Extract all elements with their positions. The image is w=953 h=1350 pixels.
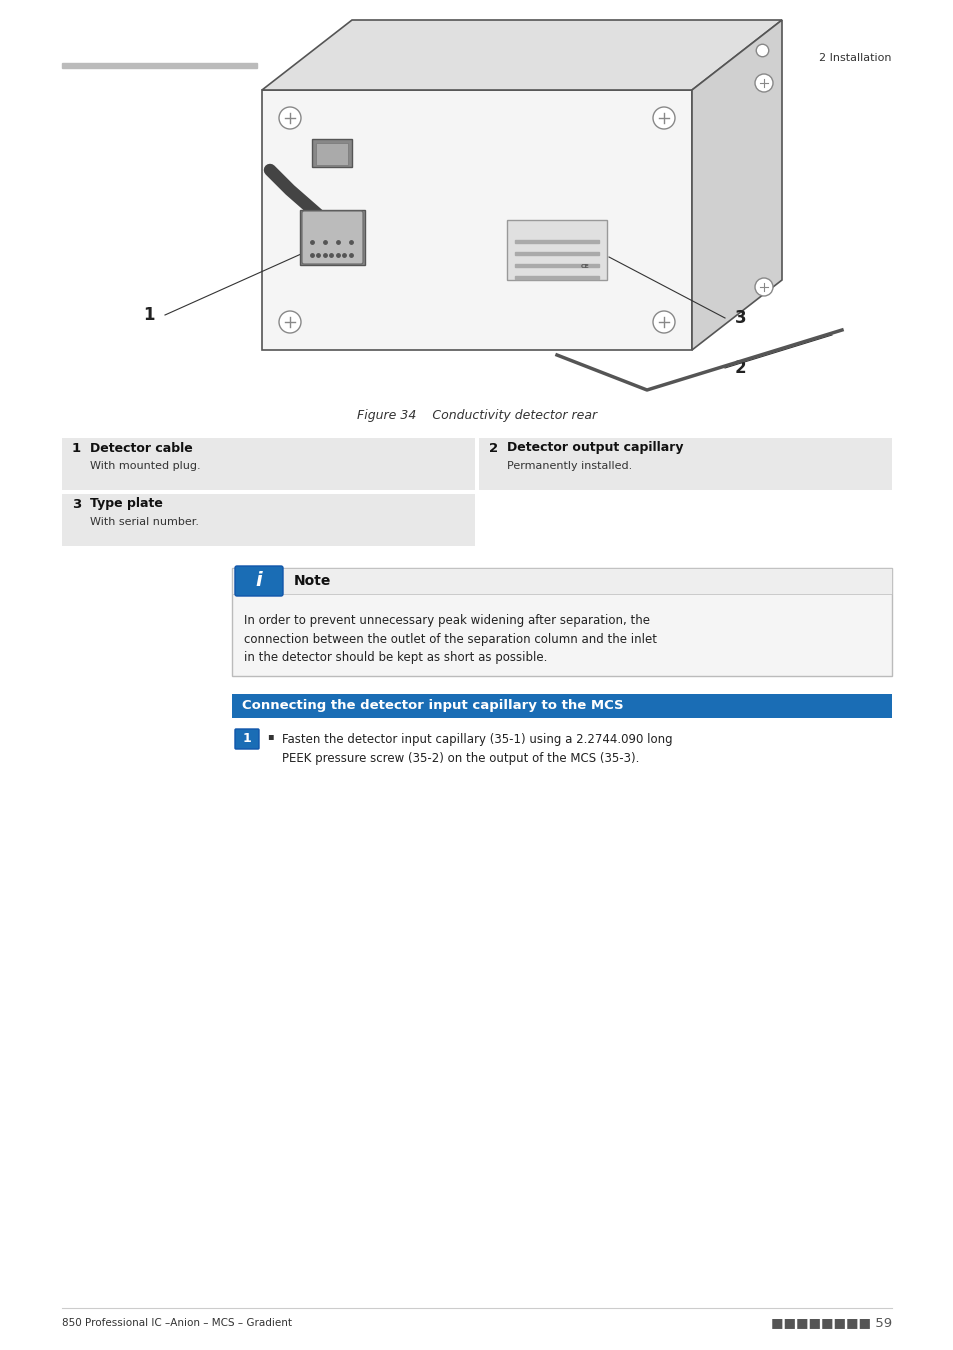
Bar (312, 139, 352, 167)
Text: With serial number.: With serial number. (90, 517, 199, 526)
Circle shape (278, 310, 301, 333)
Text: Detector output capillary: Detector output capillary (506, 441, 682, 455)
Bar (478, 437, 891, 490)
Bar (515, 265, 598, 267)
Text: 2: 2 (734, 359, 746, 377)
Text: ■■■■■■■■ 59: ■■■■■■■■ 59 (770, 1316, 891, 1330)
Bar (515, 240, 598, 243)
FancyBboxPatch shape (234, 729, 258, 749)
Text: 850 Professional IC –Anion – MCS – Gradient: 850 Professional IC –Anion – MCS – Gradi… (62, 1318, 292, 1328)
Bar (515, 275, 598, 279)
Bar (232, 568, 891, 594)
Text: 3: 3 (71, 498, 81, 510)
Text: Figure 34    Conductivity detector rear: Figure 34 Conductivity detector rear (356, 409, 597, 421)
Circle shape (754, 74, 772, 92)
Polygon shape (262, 90, 691, 350)
Circle shape (652, 310, 675, 333)
Bar (232, 694, 891, 718)
Bar (506, 220, 606, 279)
Text: Fasten the detector input capillary (35-1) using a 2.2744.090 long
PEEK pressure: Fasten the detector input capillary (35-… (282, 733, 672, 765)
Circle shape (652, 107, 675, 130)
Circle shape (278, 107, 301, 130)
Text: Detector cable: Detector cable (90, 441, 193, 455)
Text: i: i (255, 571, 262, 590)
Bar (62, 494, 475, 545)
Text: With mounted plug.: With mounted plug. (90, 460, 200, 471)
Text: In order to prevent unnecessary peak widening after separation, the
connection b: In order to prevent unnecessary peak wid… (244, 614, 657, 664)
Circle shape (754, 278, 772, 296)
Text: Type plate: Type plate (90, 498, 163, 510)
Bar (232, 568, 891, 676)
Bar (299, 211, 365, 265)
Polygon shape (262, 20, 781, 90)
Text: CE: CE (580, 265, 589, 270)
Text: Permanently installed.: Permanently installed. (506, 460, 632, 471)
Text: 1: 1 (71, 441, 81, 455)
Text: 2: 2 (489, 441, 497, 455)
Polygon shape (691, 20, 781, 350)
FancyBboxPatch shape (302, 211, 363, 265)
Text: Connecting the detector input capillary to the MCS: Connecting the detector input capillary … (242, 699, 623, 713)
Bar (515, 252, 598, 255)
Bar (315, 143, 348, 165)
Text: 3: 3 (734, 309, 746, 327)
FancyBboxPatch shape (234, 566, 283, 595)
Text: ▪: ▪ (267, 730, 273, 741)
Text: 1: 1 (143, 306, 154, 324)
Bar (62, 437, 475, 490)
Text: 2 Installation: 2 Installation (819, 53, 891, 63)
Bar (62, 63, 256, 68)
Text: 1: 1 (242, 733, 251, 745)
Text: Note: Note (294, 574, 331, 589)
